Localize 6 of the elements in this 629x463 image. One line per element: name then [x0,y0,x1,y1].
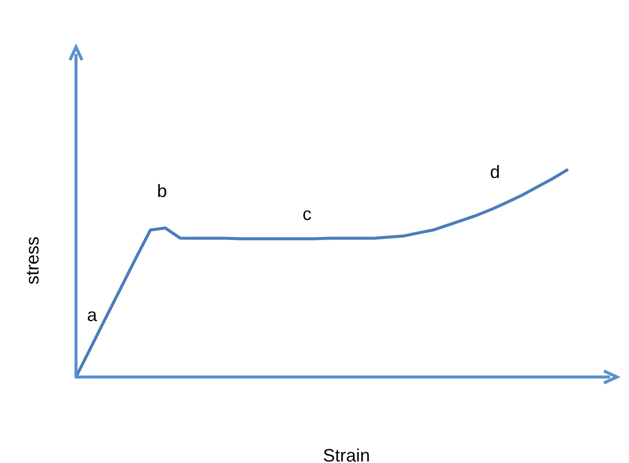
y-axis-title: stress [22,236,42,285]
annotation: a [86,305,98,325]
x-axis-title: Strain [322,446,370,463]
annotation: b [156,181,168,201]
annotation: d [490,162,500,182]
annotation: c [302,204,312,224]
